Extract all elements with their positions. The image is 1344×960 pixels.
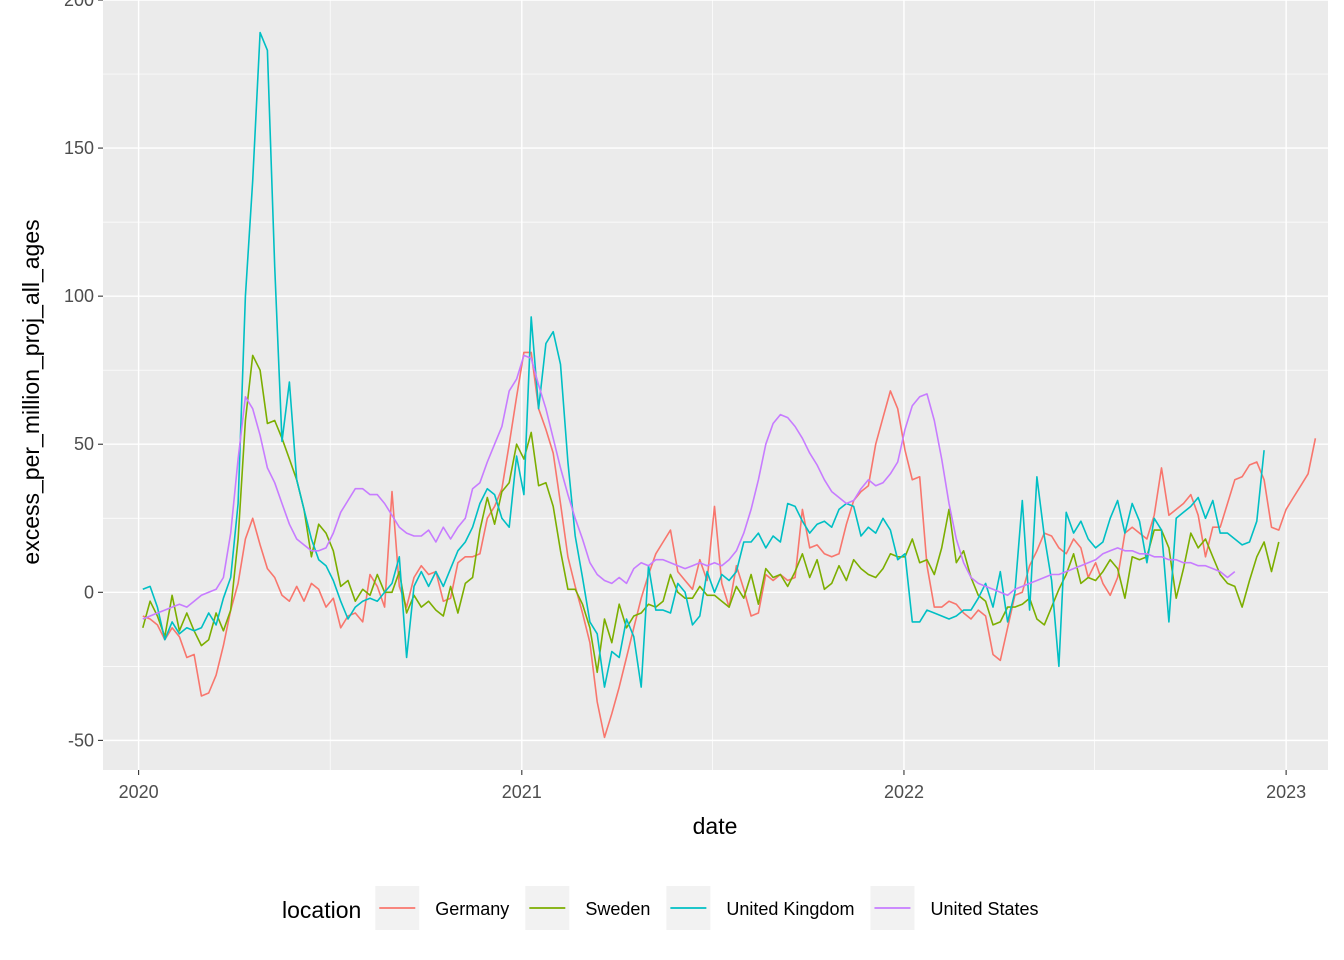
legend-title: location (282, 897, 361, 923)
series-line-united-states (142, 354, 1236, 620)
y-tick-label: 0 (84, 582, 94, 602)
legend-item-germany: Germany (375, 886, 509, 930)
series-lines (142, 31, 1317, 739)
x-tick-label: 2023 (1266, 782, 1306, 802)
minor-gridlines (103, 0, 1328, 770)
x-tick-label: 2021 (502, 782, 542, 802)
y-tick-label: 100 (64, 286, 94, 306)
x-tick-label: 2020 (119, 782, 159, 802)
x-axis-title: date (693, 813, 738, 839)
series-line-united-kingdom (142, 31, 1265, 688)
y-tick-label: 200 (64, 0, 94, 10)
x-axis: 2020 2021 2022 2023 (119, 770, 1306, 802)
legend-label-germany: Germany (435, 899, 509, 919)
legend-label-united-states: United States (930, 899, 1038, 919)
x-tick-label: 2022 (884, 782, 924, 802)
y-tick-label: 150 (64, 138, 94, 158)
y-axis: -50 0 50 100 150 200 (64, 0, 103, 750)
legend-item-sweden: Sweden (525, 886, 650, 930)
plot-panel (103, 0, 1328, 770)
legend: location Germany Sweden United Kingdom Unit… (282, 886, 1039, 930)
y-tick-label: 50 (74, 434, 94, 454)
series-line-sweden (142, 354, 1280, 674)
legend-item-united-states: United States (870, 886, 1039, 930)
legend-label-sweden: Sweden (585, 899, 650, 919)
legend-label-united-kingdom: United Kingdom (726, 899, 854, 919)
legend-item-united-kingdom: United Kingdom (666, 886, 854, 930)
y-axis-title: excess_per_million_proj_all_ages (18, 219, 44, 564)
y-tick-label: -50 (68, 730, 94, 750)
